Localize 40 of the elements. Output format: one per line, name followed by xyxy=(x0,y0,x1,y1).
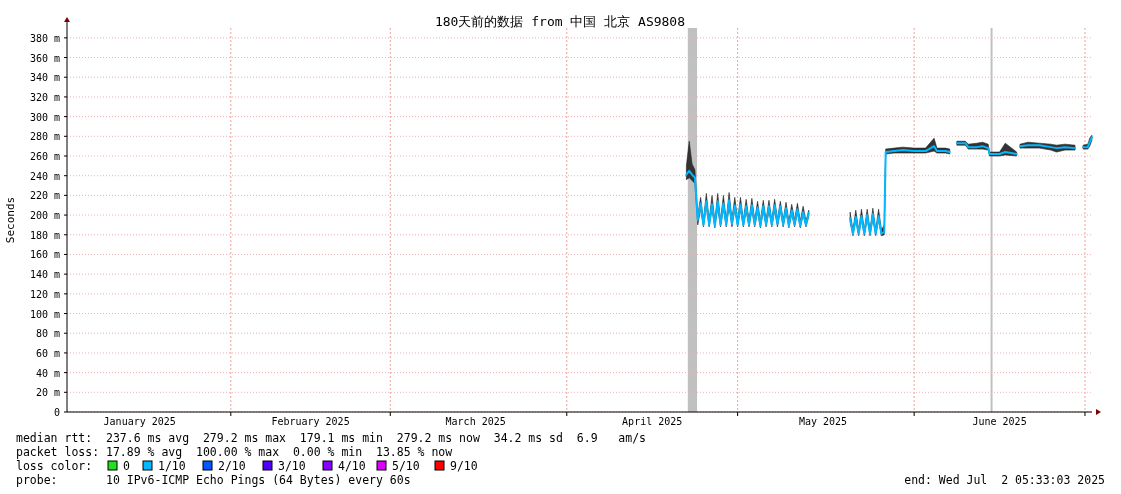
text: 9/10 xyxy=(450,459,478,473)
text: 1/10 xyxy=(158,459,186,473)
text: median rtt: 237.6 ms avg 279.2 ms max 179.1 ms min 279.2 ms now 34.2 ms sd 6.9 am/s xyxy=(16,431,647,445)
y-tick-label: 60 m xyxy=(35,347,60,359)
y-axis-title: Seconds xyxy=(4,196,17,244)
y-tick-label: 80 m xyxy=(35,328,60,340)
y-tick-label: 240 m xyxy=(29,170,60,182)
text: packet loss: 17.89 % avg 100.00 % max 0.00 % min 13.85 % now xyxy=(16,445,453,459)
y-tick-label: 220 m xyxy=(29,190,60,202)
y-tick-label: 120 m xyxy=(29,288,60,300)
y-tick-label: 340 m xyxy=(29,72,60,84)
y-tick-label: 320 m xyxy=(29,91,60,103)
y-tick-label: 160 m xyxy=(29,249,60,261)
text: 3/10 xyxy=(278,459,306,473)
y-tick-label: 260 m xyxy=(29,151,60,162)
x-tick-label: January 2025 xyxy=(103,416,176,427)
x-tick-label: May 2025 xyxy=(798,416,848,427)
y-tick-label: 360 m xyxy=(29,52,60,64)
text: loss color: xyxy=(16,459,93,473)
y-tick-label: 300 m xyxy=(29,111,60,123)
text: probe: 10 IPv6-ICMP Echo Pings (64 Bytes) every 60s xyxy=(16,473,411,487)
y-tick-label: 100 m xyxy=(29,308,60,320)
x-tick-label: April 2025 xyxy=(622,416,683,427)
y-tick-label: 380 m xyxy=(29,32,60,44)
y-tick-label: 20 m xyxy=(35,387,60,399)
x-tick-label: March 2025 xyxy=(445,416,506,427)
text: 5/10 xyxy=(392,459,420,473)
y-tick-label: 200 m xyxy=(29,210,60,222)
x-tick-label: June 2025 xyxy=(972,416,1027,427)
y-tick-label: 0 xyxy=(53,407,60,418)
y-tick-label: 140 m xyxy=(29,269,60,281)
text: 0 xyxy=(123,459,130,473)
y-tick-label: 280 m xyxy=(29,131,60,143)
text: end: Wed Jul 2 05:33:03 2025 xyxy=(904,473,1105,487)
y-tick-label: 40 m xyxy=(35,367,60,379)
x-tick-label: February 2025 xyxy=(271,416,350,427)
text: 2/10 xyxy=(218,459,246,473)
text: 4/10 xyxy=(338,459,366,473)
y-tick-label: 180 m xyxy=(29,229,60,241)
chart-title: 180天前的数据 from 中国 北京 AS9808 xyxy=(434,14,686,29)
